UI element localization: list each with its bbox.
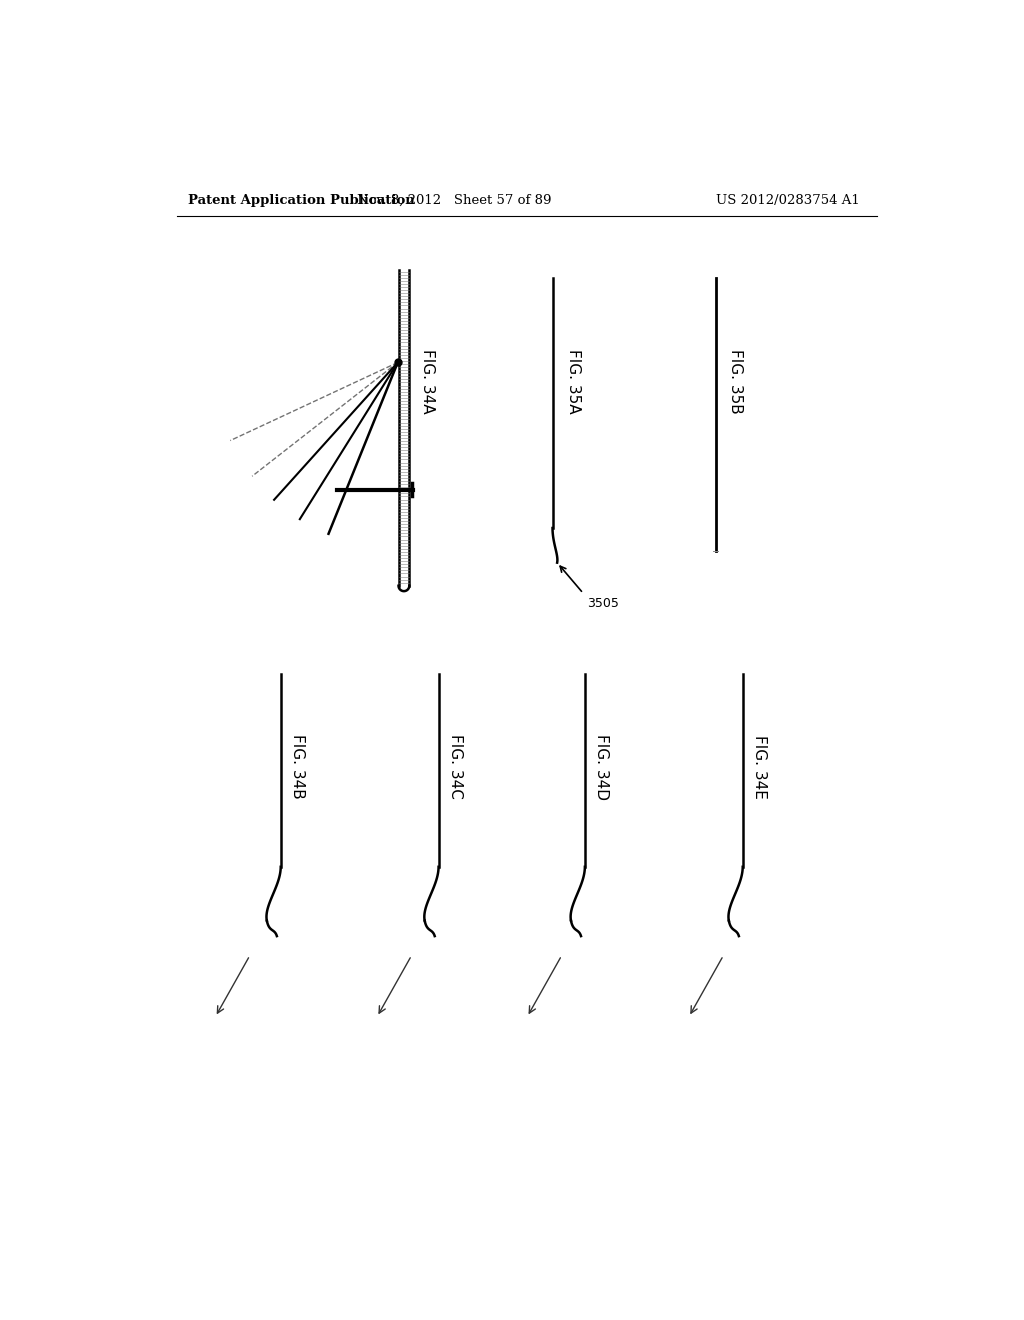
Text: FIG. 34D: FIG. 34D (594, 734, 609, 800)
Text: FIG. 34C: FIG. 34C (449, 734, 463, 799)
Text: Patent Application Publication: Patent Application Publication (188, 194, 415, 207)
Text: FIG. 34A: FIG. 34A (420, 350, 434, 414)
Text: 3505: 3505 (587, 598, 620, 610)
Text: FIG. 35B: FIG. 35B (727, 350, 742, 414)
Text: Nov. 8, 2012   Sheet 57 of 89: Nov. 8, 2012 Sheet 57 of 89 (356, 194, 551, 207)
Text: FIG. 34B: FIG. 34B (290, 734, 305, 799)
Text: FIG. 34E: FIG. 34E (753, 735, 767, 799)
Text: US 2012/0283754 A1: US 2012/0283754 A1 (716, 194, 859, 207)
Text: FIG. 35A: FIG. 35A (566, 350, 581, 414)
